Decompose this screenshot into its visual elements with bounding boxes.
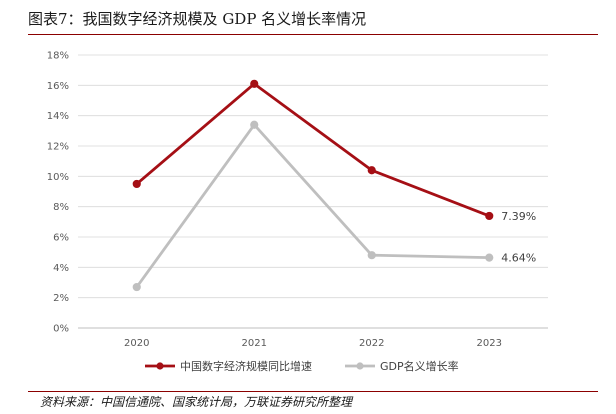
y-tick-label: 0% [53,324,69,335]
y-tick-label: 10% [47,172,69,183]
data-point [132,282,141,292]
y-tick-label: 18% [47,51,69,62]
y-tick-label: 8% [53,202,69,213]
x-tick-label: 2020 [124,338,149,349]
legend-swatch-marker [156,362,164,370]
data-point [367,251,376,260]
data-point [132,179,141,189]
line-chart: 0% 2% 4% 6% 8% 10% 12% 14% 16% 18% 2020 2021 2022 202… [47,51,548,373]
y-tick-label: 4% [53,263,69,274]
data-point [485,253,494,262]
data-label: 4.64% [501,252,536,265]
data-label: 7.39% [501,210,536,223]
y-tick-label: 2% [53,293,69,304]
y-tick-label: 12% [47,142,69,153]
legend-item-1: GDP名义增长率 [345,359,459,373]
data-point [250,120,259,129]
x-tick-label: 2021 [242,338,267,349]
y-tick-label: 14% [47,111,69,122]
legend-item-0: 中国数字经济规模同比增速 [145,359,312,373]
series-line-1 [135,123,491,289]
axes: 0% 2% 4% 6% 8% 10% 12% 14% 16% 18% 2020 2021 2022 202… [47,51,548,349]
gridlines [78,54,548,299]
legend-label: 中国数字经济规模同比增速 [180,359,312,373]
legend-swatch-marker [356,362,364,370]
x-tick-label: 2022 [359,338,384,349]
data-point [485,211,494,221]
data-point [367,166,376,175]
data-point [250,79,259,88]
data-labels: 7.39% 4.64% [501,210,536,265]
source-rule [28,391,598,392]
legend-label: GDP名义增长率 [380,359,459,373]
x-tick-label: 2023 [477,338,502,349]
figure-title: 图表7：我国数字经济规模及 GDP 名义增长率情况 [28,10,367,28]
title-rule [28,34,598,35]
y-tick-label: 16% [47,81,69,92]
series-lines [132,79,494,292]
series-line-0 [135,82,491,218]
y-tick-label: 6% [53,233,69,244]
source-note: 资料来源：中国信通院、国家统计局，万联证券研究所整理 [40,395,353,409]
legend: 中国数字经济规模同比增速 GDP名义增长率 [145,359,459,373]
